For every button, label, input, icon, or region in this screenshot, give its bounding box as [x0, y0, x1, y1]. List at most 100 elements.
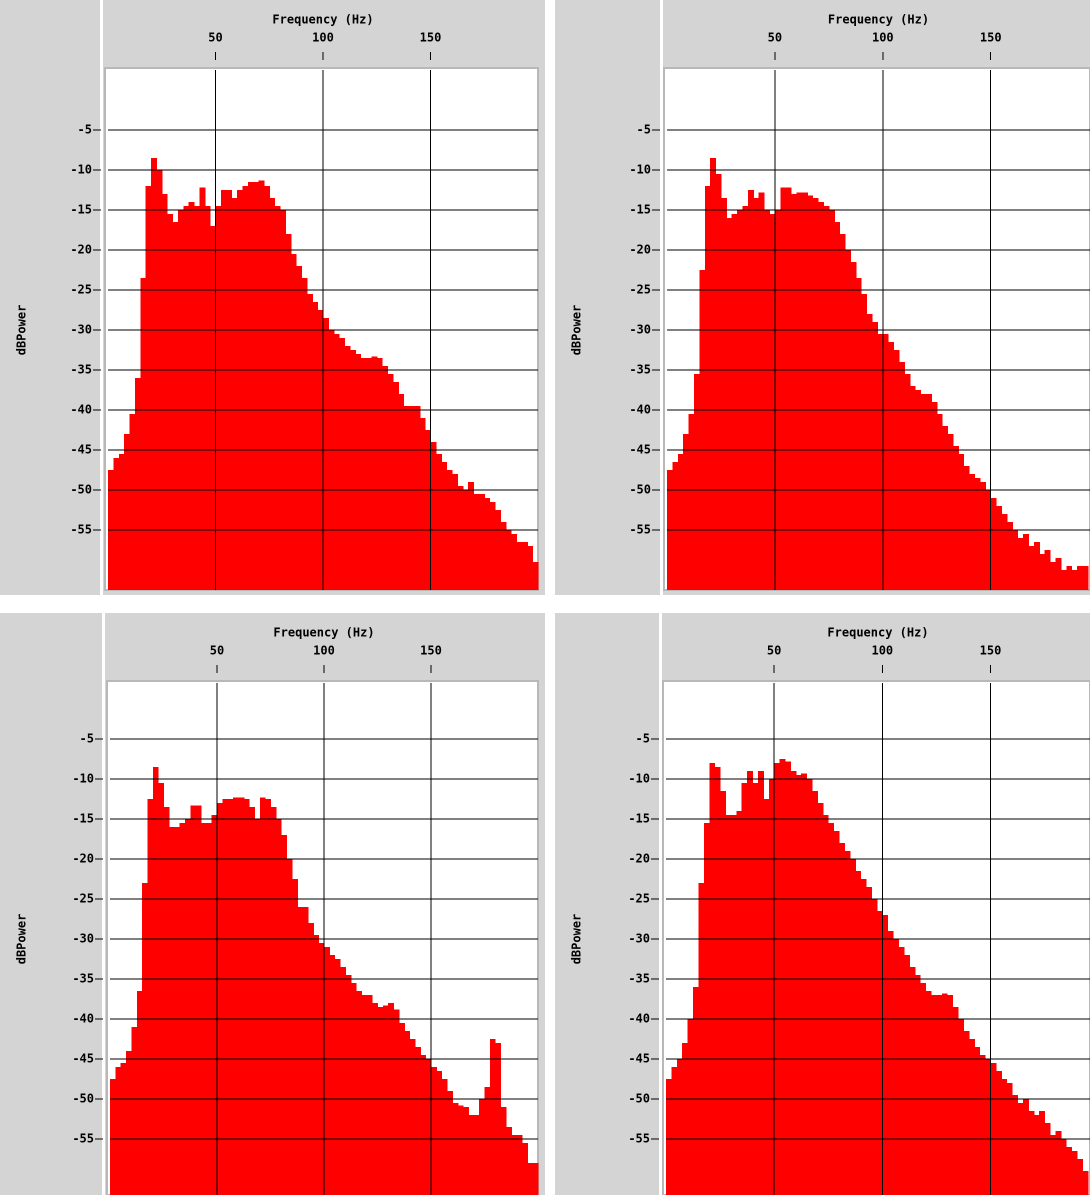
bar	[784, 761, 791, 1195]
bar	[936, 995, 943, 1195]
bar	[344, 346, 351, 590]
y-tick-label: -25	[629, 283, 651, 297]
bar	[393, 1009, 400, 1195]
bar	[172, 222, 179, 590]
bar	[806, 779, 813, 1195]
bar	[190, 805, 197, 1195]
bar	[366, 995, 373, 1195]
y-tick-label: -15	[70, 203, 92, 217]
bar	[414, 406, 421, 590]
bar	[1077, 566, 1083, 590]
bar	[833, 831, 840, 1195]
y-tick-label: -5	[636, 732, 650, 746]
bar	[220, 190, 227, 590]
bar	[462, 490, 469, 590]
bar	[920, 394, 927, 590]
bar	[909, 967, 916, 1195]
bar	[500, 522, 507, 590]
bar	[720, 791, 726, 1195]
bar	[791, 194, 797, 590]
bar	[382, 1005, 389, 1195]
bar	[360, 358, 367, 590]
bar	[340, 967, 346, 1195]
x-tick-label: 100	[312, 31, 334, 45]
bar	[249, 807, 255, 1195]
bar	[174, 827, 181, 1195]
bar	[796, 192, 803, 590]
y-tick-label: -10	[629, 163, 651, 177]
x-axis-title: Frequency (Hz)	[827, 626, 928, 640]
x-tick-label: 150	[420, 31, 442, 45]
bar	[871, 899, 878, 1195]
bar	[211, 815, 218, 1195]
bar	[355, 354, 362, 590]
bar	[979, 482, 986, 590]
bar	[1001, 514, 1008, 590]
bar	[156, 170, 163, 590]
bar	[145, 186, 152, 590]
bar	[280, 210, 286, 590]
bar	[1066, 1147, 1073, 1195]
bar	[495, 510, 501, 590]
bar	[1028, 546, 1035, 590]
bar	[270, 807, 277, 1195]
y-tick-label: -30	[629, 323, 651, 337]
bar	[215, 206, 222, 590]
y-axis-title: dBPower	[570, 305, 584, 356]
bar	[726, 218, 733, 590]
bar	[715, 174, 722, 590]
bar	[990, 498, 997, 590]
bar	[457, 1105, 464, 1195]
bar	[115, 1067, 122, 1195]
bar	[134, 378, 141, 590]
bar	[441, 1079, 448, 1195]
bar	[430, 442, 437, 590]
bar	[1044, 1123, 1051, 1195]
bar	[687, 1019, 694, 1195]
bar	[484, 498, 491, 590]
bar	[671, 1067, 678, 1195]
y-tick-label: -20	[628, 852, 650, 866]
bar	[290, 254, 297, 590]
bar	[790, 771, 797, 1195]
bar	[231, 198, 238, 590]
bar	[698, 883, 705, 1195]
bar	[860, 879, 867, 1195]
bar	[909, 386, 916, 590]
bar	[296, 266, 302, 590]
bar	[484, 1087, 491, 1195]
bar	[1077, 1159, 1083, 1195]
bar	[324, 947, 330, 1195]
bar	[931, 995, 937, 1195]
bar	[1039, 554, 1046, 590]
bar	[392, 382, 399, 590]
bar	[822, 815, 829, 1195]
bar	[404, 1031, 411, 1195]
bar	[184, 819, 191, 1195]
bar	[817, 803, 824, 1195]
panel-divider	[102, 613, 105, 1195]
bar	[297, 907, 304, 1195]
bar	[131, 1027, 138, 1195]
bar	[1033, 1115, 1040, 1195]
bar	[725, 815, 732, 1195]
bar	[920, 983, 927, 1195]
bar	[527, 1163, 534, 1195]
bar	[1044, 550, 1051, 590]
bar	[152, 767, 159, 1195]
bar	[500, 1107, 507, 1195]
bar	[1022, 1099, 1029, 1195]
bar	[985, 1059, 991, 1195]
bar	[265, 799, 271, 1195]
y-tick-label: -40	[72, 1012, 94, 1026]
bar	[113, 458, 120, 590]
bar	[188, 202, 195, 590]
bar	[200, 823, 207, 1195]
bar	[801, 773, 808, 1195]
bar	[140, 278, 147, 590]
bar	[1060, 570, 1067, 590]
bar	[893, 939, 900, 1195]
bar	[167, 214, 173, 590]
bar	[350, 983, 357, 1195]
bar	[323, 318, 329, 590]
